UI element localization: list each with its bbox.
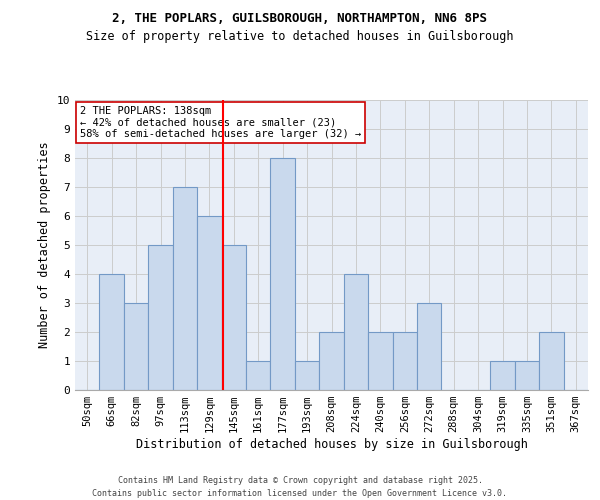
Bar [539,332,563,390]
Bar [221,245,246,390]
Bar [515,361,539,390]
Text: Contains HM Land Registry data © Crown copyright and database right 2025.
Contai: Contains HM Land Registry data © Crown c… [92,476,508,498]
Bar [417,303,442,390]
Bar [319,332,344,390]
Bar [368,332,392,390]
Bar [173,187,197,390]
Bar [197,216,221,390]
Y-axis label: Number of detached properties: Number of detached properties [38,142,51,348]
Bar [100,274,124,390]
Text: 2, THE POPLARS, GUILSBOROUGH, NORTHAMPTON, NN6 8PS: 2, THE POPLARS, GUILSBOROUGH, NORTHAMPTO… [113,12,487,26]
Bar [148,245,173,390]
Bar [271,158,295,390]
Bar [246,361,271,390]
Bar [124,303,148,390]
Text: Size of property relative to detached houses in Guilsborough: Size of property relative to detached ho… [86,30,514,43]
X-axis label: Distribution of detached houses by size in Guilsborough: Distribution of detached houses by size … [136,438,527,451]
Bar [295,361,319,390]
Bar [490,361,515,390]
Text: 2 THE POPLARS: 138sqm
← 42% of detached houses are smaller (23)
58% of semi-deta: 2 THE POPLARS: 138sqm ← 42% of detached … [80,106,361,139]
Bar [344,274,368,390]
Bar [392,332,417,390]
